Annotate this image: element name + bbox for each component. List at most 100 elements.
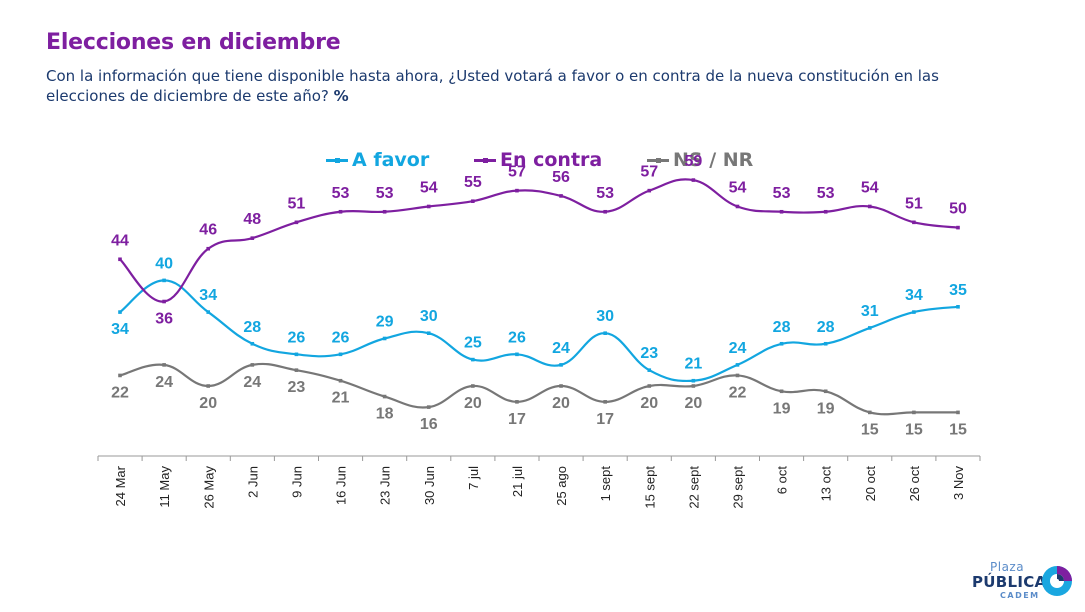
data-point-a-favor — [559, 363, 563, 367]
data-label-en-contra: 56 — [552, 169, 570, 186]
data-label-a-favor: 24 — [729, 340, 747, 357]
data-label-ns-nr: 20 — [464, 395, 482, 412]
data-label-ns-nr: 15 — [905, 421, 923, 438]
data-label-en-contra: 46 — [199, 222, 217, 239]
data-point-en-contra — [118, 257, 122, 262]
data-label-a-favor: 23 — [640, 345, 658, 362]
data-label-ns-nr: 15 — [949, 421, 967, 438]
data-point-en-contra — [603, 209, 607, 214]
data-point-en-contra — [382, 209, 387, 214]
data-point-en-contra — [338, 209, 343, 214]
data-label-en-contra: 57 — [508, 164, 526, 181]
data-label-a-favor: 28 — [243, 319, 261, 336]
legend: A favor En contra NS / NR — [0, 149, 1085, 175]
data-label-a-favor: 30 — [596, 308, 614, 325]
data-point-a-favor — [471, 357, 475, 362]
data-point-a-favor — [338, 352, 343, 357]
data-point-en-contra — [515, 188, 519, 193]
data-label-a-favor: 34 — [199, 287, 217, 304]
data-label-en-contra: 51 — [905, 195, 923, 212]
data-label-en-contra: 53 — [596, 185, 614, 202]
data-label-a-favor: 26 — [332, 329, 350, 346]
data-point-ns-nr — [515, 400, 519, 404]
data-point-ns-nr — [471, 384, 475, 388]
data-point-a-favor — [912, 310, 916, 314]
logo-mark-icon — [1042, 566, 1072, 596]
legend-item-ns-nr: NS / NR — [647, 149, 753, 171]
data-label-ns-nr: 20 — [199, 395, 217, 412]
data-label-a-favor: 30 — [420, 308, 438, 325]
x-tick-label: 23 Jun — [378, 466, 393, 505]
data-point-ns-nr — [823, 389, 828, 394]
data-point-en-contra — [206, 246, 211, 251]
data-label-ns-nr: 24 — [155, 374, 173, 391]
x-tick-label: 24 Mar — [113, 465, 128, 506]
subtitle-unit: % — [333, 87, 349, 105]
plaza-publica-cadem-logo: Plaza PÚBLICA CADEM — [968, 560, 1078, 604]
data-point-a-favor — [823, 341, 828, 346]
x-tick-label: 21 jul — [510, 466, 525, 497]
data-label-ns-nr: 22 — [111, 384, 129, 401]
data-label-ns-nr: 20 — [684, 395, 702, 412]
data-label-en-contra: 54 — [861, 179, 879, 196]
data-label-a-favor: 40 — [155, 255, 173, 272]
x-tick-label: 15 sept — [642, 466, 657, 509]
data-label-en-contra: 55 — [464, 174, 482, 191]
data-point-a-favor — [294, 352, 299, 357]
x-tick-label: 25 ago — [554, 466, 569, 506]
data-label-en-contra: 50 — [949, 201, 967, 218]
legend-swatch-ns-nr — [647, 157, 669, 163]
data-label-ns-nr: 17 — [508, 411, 526, 428]
logo-text-publica: PÚBLICA — [972, 573, 1047, 591]
x-tick-label: 26 oct — [907, 466, 922, 502]
data-label-en-contra: 53 — [332, 185, 350, 202]
data-label-ns-nr: 15 — [861, 421, 879, 438]
data-label-en-contra: 53 — [817, 185, 835, 202]
data-label-ns-nr: 17 — [596, 411, 614, 428]
x-tick-label: 30 Jun — [422, 466, 437, 505]
legend-item-a-favor: A favor — [326, 149, 429, 171]
data-point-ns-nr — [250, 363, 255, 367]
legend-label-ns-nr: NS / NR — [673, 149, 754, 171]
x-tick-label: 29 sept — [730, 466, 745, 509]
data-label-ns-nr: 19 — [773, 400, 791, 417]
data-point-ns-nr — [912, 410, 916, 415]
data-label-en-contra: 54 — [420, 179, 438, 196]
data-point-a-favor — [603, 331, 607, 335]
data-point-a-favor — [118, 310, 122, 314]
data-label-en-contra: 48 — [243, 211, 261, 228]
chart-title: Elecciones en diciembre — [46, 30, 341, 55]
data-label-en-contra: 53 — [773, 185, 791, 202]
data-label-en-contra: 36 — [155, 311, 173, 328]
data-label-en-contra: 59 — [684, 153, 702, 170]
x-axis: 24 Mar 11 May 26 May 2 Jun 9 Jun 16 Jun 23 Jun… — [97, 455, 981, 509]
data-point-ns-nr — [735, 373, 740, 378]
data-label-ns-nr: 19 — [817, 400, 835, 417]
series-line-a-favor — [119, 279, 959, 383]
data-point-en-contra — [823, 209, 828, 214]
data-point-ns-nr — [691, 384, 696, 388]
data-label-a-favor: 28 — [773, 319, 791, 336]
data-point-a-favor — [956, 305, 960, 309]
data-point-ns-nr — [603, 400, 607, 404]
x-tick-label: 6 oct — [775, 466, 790, 495]
data-point-a-favor — [647, 368, 652, 372]
logo-text-cadem: CADEM — [1000, 591, 1040, 600]
x-tick-label: 2 Jun — [245, 466, 260, 498]
series-en-contra: 44 36 46 48 51 53 53 54 55 57 56 53 57 59 54 53 53 54 51 50 — [111, 153, 967, 327]
legend-item-en-contra: En contra — [474, 149, 602, 171]
data-label-ns-nr: 20 — [552, 395, 570, 412]
data-point-en-contra — [779, 209, 784, 214]
data-point-en-contra — [647, 188, 652, 193]
data-point-ns-nr — [956, 410, 960, 415]
data-point-a-favor — [206, 310, 211, 314]
data-label-en-contra: 51 — [288, 195, 306, 212]
data-point-a-favor — [515, 352, 519, 357]
data-label-ns-nr: 20 — [640, 395, 658, 412]
data-point-en-contra — [294, 220, 299, 225]
data-point-ns-nr — [426, 405, 431, 409]
data-label-a-favor: 25 — [464, 335, 482, 352]
data-point-ns-nr — [294, 368, 299, 372]
data-point-en-contra — [735, 204, 740, 209]
